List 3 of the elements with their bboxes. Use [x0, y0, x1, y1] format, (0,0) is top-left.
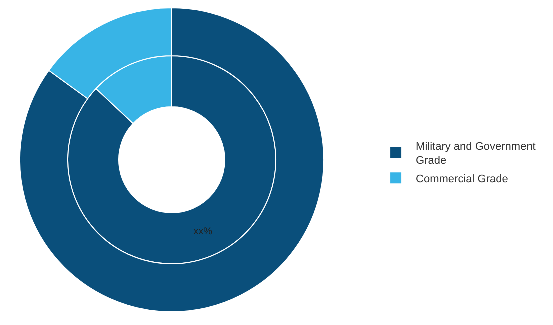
legend-label: Commercial Grade — [416, 173, 508, 186]
legend-label: Military and Government Grade — [416, 140, 536, 168]
data-label: xx% — [194, 226, 213, 238]
